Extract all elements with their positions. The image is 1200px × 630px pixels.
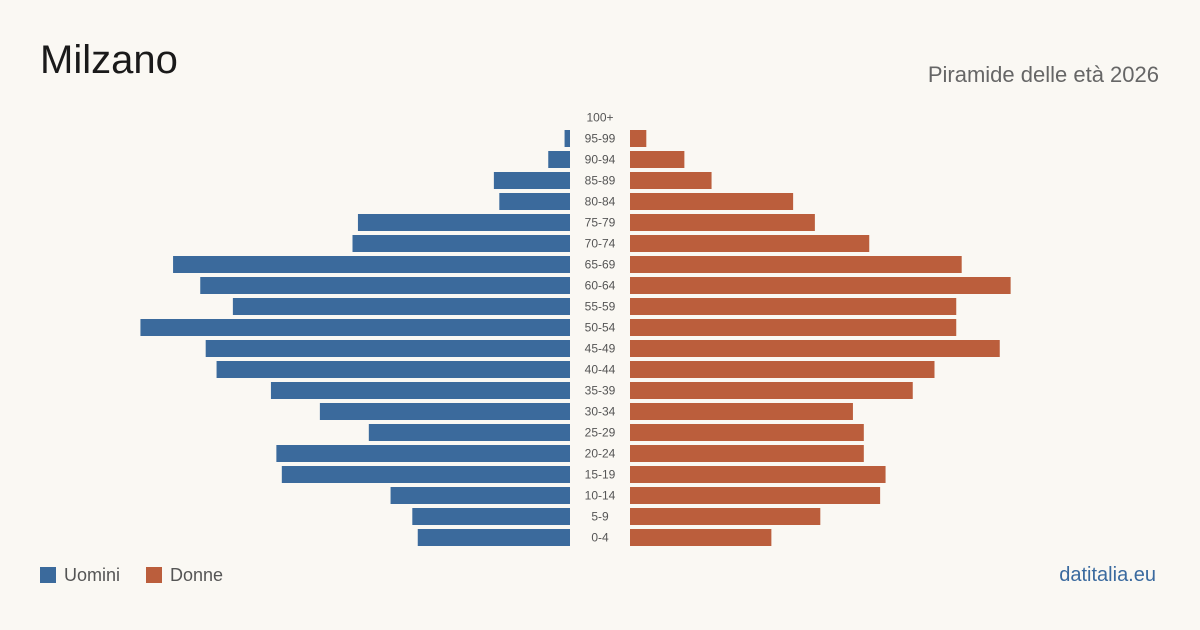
legend-item-men: Uomini bbox=[40, 566, 120, 584]
bar-men-65-69 bbox=[173, 256, 570, 273]
legend-swatch-women bbox=[146, 567, 163, 583]
bar-women-30-34 bbox=[630, 403, 853, 420]
bar-men-85-89 bbox=[493, 172, 570, 189]
bar-men-55-59 bbox=[232, 298, 570, 315]
bar-women-25-29 bbox=[630, 424, 864, 441]
chart-subtitle: Piramide delle età 2026 bbox=[927, 62, 1159, 87]
bar-women-40-44 bbox=[630, 361, 935, 378]
tick-label-70-74: 70-74 bbox=[585, 237, 616, 251]
bar-women-5-9 bbox=[630, 508, 821, 525]
tick-label-55-59: 55-59 bbox=[585, 300, 616, 314]
bar-men-20-24 bbox=[276, 445, 570, 462]
tick-label-65-69: 65-69 bbox=[585, 258, 616, 272]
bar-men-75-79 bbox=[357, 214, 570, 231]
tick-label-20-24: 20-24 bbox=[585, 447, 616, 461]
chart-legend: Uomini Donne bbox=[40, 566, 249, 584]
tick-label-45-49: 45-49 bbox=[585, 342, 616, 356]
tick-label-40-44: 40-44 bbox=[585, 363, 616, 377]
bar-women-60-64 bbox=[630, 277, 1011, 294]
bar-women-95-99 bbox=[630, 130, 647, 147]
bar-men-60-64 bbox=[200, 277, 570, 294]
tick-label-100plus: 100+ bbox=[586, 111, 613, 125]
bar-women-75-79 bbox=[630, 214, 815, 231]
bar-women-55-59 bbox=[630, 298, 957, 315]
bar-men-95-99 bbox=[564, 130, 570, 147]
tick-label-0-4: 0-4 bbox=[591, 531, 609, 545]
tick-label-95-99: 95-99 bbox=[585, 132, 616, 146]
tick-label-15-19: 15-19 bbox=[585, 468, 616, 482]
bar-women-90-94 bbox=[630, 151, 685, 168]
bar-men-40-44 bbox=[216, 361, 570, 378]
bar-men-5-9 bbox=[412, 508, 570, 525]
bar-men-35-39 bbox=[270, 382, 570, 399]
bar-women-85-89 bbox=[630, 172, 712, 189]
bar-women-15-19 bbox=[630, 466, 886, 483]
bar-men-90-94 bbox=[548, 151, 570, 168]
bar-women-50-54 bbox=[630, 319, 957, 336]
tick-label-80-84: 80-84 bbox=[585, 195, 616, 209]
tick-label-5-9: 5-9 bbox=[591, 510, 609, 524]
bar-men-25-29 bbox=[368, 424, 570, 441]
tick-label-90-94: 90-94 bbox=[585, 153, 616, 167]
tick-label-30-34: 30-34 bbox=[585, 405, 616, 419]
bar-men-45-49 bbox=[205, 340, 570, 357]
bar-men-10-14 bbox=[390, 487, 570, 504]
source-link[interactable]: datitalia.eu bbox=[1059, 564, 1156, 586]
bar-women-65-69 bbox=[630, 256, 962, 273]
bar-women-35-39 bbox=[630, 382, 913, 399]
bar-women-20-24 bbox=[630, 445, 864, 462]
bar-women-10-14 bbox=[630, 487, 881, 504]
legend-label-men: Uomini bbox=[64, 565, 121, 585]
bar-women-70-74 bbox=[630, 235, 870, 252]
bar-women-0-4 bbox=[630, 529, 772, 546]
tick-label-85-89: 85-89 bbox=[585, 174, 616, 188]
tick-label-50-54: 50-54 bbox=[585, 321, 616, 335]
tick-label-10-14: 10-14 bbox=[585, 489, 616, 503]
bar-men-0-4 bbox=[417, 529, 570, 546]
legend-item-women: Donne bbox=[146, 566, 223, 584]
legend-label-women: Donne bbox=[170, 565, 224, 585]
bar-men-80-84 bbox=[499, 193, 570, 210]
tick-label-75-79: 75-79 bbox=[585, 216, 616, 230]
legend-swatch-men bbox=[40, 567, 56, 583]
bar-men-30-34 bbox=[319, 403, 570, 420]
page-title: Milzano bbox=[40, 38, 178, 82]
bar-men-50-54 bbox=[140, 319, 570, 336]
bar-men-70-74 bbox=[352, 235, 570, 252]
bar-women-80-84 bbox=[630, 193, 794, 210]
bar-men-15-19 bbox=[281, 466, 570, 483]
tick-label-35-39: 35-39 bbox=[585, 384, 616, 398]
tick-label-60-64: 60-64 bbox=[585, 279, 616, 293]
tick-label-25-29: 25-29 bbox=[585, 426, 616, 440]
bar-women-45-49 bbox=[630, 340, 1000, 357]
